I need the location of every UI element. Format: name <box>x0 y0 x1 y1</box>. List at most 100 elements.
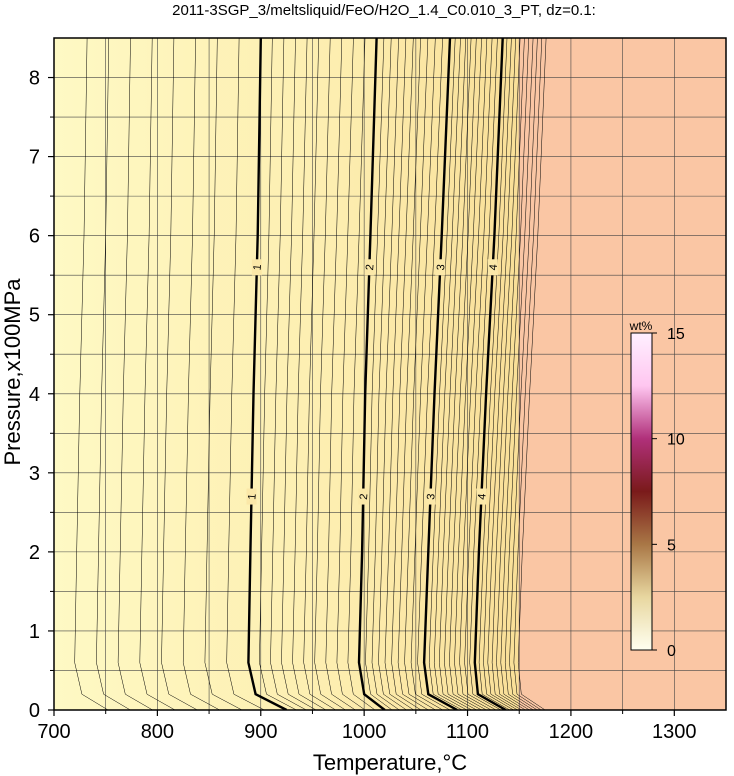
minor-contour <box>410 38 443 710</box>
minor-contour <box>161 38 198 710</box>
minor-contour <box>347 38 376 710</box>
chart-title: 2011-3SGP_3/meltsliquid/FeO/H2O_1.4_C0.0… <box>172 2 596 19</box>
contour-label-bg <box>425 488 436 505</box>
minor-contour <box>483 38 514 710</box>
colorbar-ramp <box>630 332 653 651</box>
y-tick-label: 4 <box>29 384 40 406</box>
contour-label-bg <box>246 488 257 505</box>
minor-contour <box>404 38 436 710</box>
minor-contour <box>491 38 522 710</box>
minor-contour <box>517 38 547 710</box>
minor-contour <box>371 38 400 710</box>
x-tick-label: 900 <box>244 721 277 743</box>
y-tick-label: 0 <box>29 700 40 722</box>
y-axis-label: Pressure,x100MPa <box>0 278 25 466</box>
x-axis-label: Temperature,°C <box>313 750 467 775</box>
major-contour-2 <box>357 38 386 710</box>
major-contours: 1 1 2 2 3 3 4 4 <box>246 38 507 710</box>
y-axis: 0 1 2 3 4 5 6 7 8 <box>29 68 54 722</box>
minor-contour <box>182 38 220 710</box>
minor-contour <box>226 38 265 710</box>
colorbar-tick-label: 15 <box>667 326 685 343</box>
contour-label-4: 4 <box>488 264 500 271</box>
minor-contour <box>449 38 482 710</box>
colorbar-tick-label: 10 <box>667 432 685 449</box>
plot-area: 1 1 2 2 3 3 4 4 <box>53 37 727 711</box>
major-contour-3 <box>422 38 458 710</box>
y-tick-label: 3 <box>29 463 40 485</box>
grid <box>54 38 726 710</box>
colorbar: wt% 0 5 10 15 <box>629 319 685 660</box>
minor-contour <box>439 38 472 710</box>
x-tick-label: 1000 <box>342 721 387 743</box>
minor-contour <box>96 38 131 710</box>
minor-contour <box>303 38 336 710</box>
contour-label-bg <box>487 259 498 276</box>
minor-contour <box>259 38 297 710</box>
y-tick-label: 1 <box>29 621 40 643</box>
contour-label-bg <box>251 259 262 276</box>
y-tick-label: 8 <box>29 68 40 90</box>
minor-contour <box>378 38 407 710</box>
minor-contour <box>336 38 366 710</box>
major-contour-1 <box>247 38 288 710</box>
minor-contour <box>469 38 502 710</box>
minor-contour <box>292 38 327 710</box>
y-tick-label: 2 <box>29 542 40 564</box>
colorbar-title: wt% <box>629 319 653 333</box>
minor-contour <box>281 38 317 710</box>
contour-label-1: 1 <box>246 493 258 500</box>
minor-contour <box>509 38 538 710</box>
x-axis: 700 800 900 1000 1100 1200 1300 <box>37 710 697 743</box>
minor-contour <box>270 38 307 710</box>
minor-contour <box>478 38 510 710</box>
minor-contour <box>139 38 176 710</box>
y-tick-label: 6 <box>29 226 40 248</box>
minor-contour <box>325 38 356 710</box>
contour-label-1: 1 <box>252 264 264 271</box>
x-tick-label: 700 <box>37 721 70 743</box>
minor-contour <box>428 38 463 710</box>
minor-contour <box>454 38 487 710</box>
x-tick-label: 800 <box>141 721 174 743</box>
y-tick-label: 7 <box>29 147 40 169</box>
x-tick-label: 1200 <box>549 721 594 743</box>
colorbar-tick-label: 0 <box>667 643 676 660</box>
minor-contours <box>74 38 547 710</box>
minor-contour <box>496 38 526 710</box>
plot-frame <box>53 37 727 711</box>
colorbar-ticks: 0 5 10 15 <box>652 326 685 660</box>
minor-contour <box>504 38 534 710</box>
minor-contour <box>444 38 477 710</box>
contour-label-3: 3 <box>425 493 437 500</box>
minor-contour <box>117 38 153 710</box>
minor-contour <box>513 38 543 710</box>
contour-label-2: 2 <box>358 493 370 500</box>
contour-fill <box>54 38 726 710</box>
contour-label-bg <box>364 259 375 276</box>
major-contour-4 <box>473 38 507 710</box>
minor-contour <box>417 38 451 710</box>
minor-contour <box>204 38 243 710</box>
colorbar-tick-label: 5 <box>667 537 676 554</box>
minor-contour <box>314 38 346 710</box>
contour-label-bg <box>435 259 446 276</box>
y-tick-label: 5 <box>29 305 40 327</box>
minor-contour <box>74 38 109 710</box>
minor-contour <box>500 38 530 710</box>
x-tick-label: 1100 <box>446 721 489 743</box>
minor-contour <box>391 38 422 710</box>
contour-label-3: 3 <box>435 264 447 271</box>
minor-contour <box>464 38 497 710</box>
x-tick-label: 1300 <box>652 721 697 743</box>
contour-label-bg <box>358 488 369 505</box>
minor-contour <box>397 38 429 710</box>
minor-contour <box>433 38 468 710</box>
contour-label-4: 4 <box>476 493 488 500</box>
minor-contour <box>365 38 393 710</box>
contour-label-2: 2 <box>364 264 376 271</box>
minor-contour <box>459 38 492 710</box>
minor-contour <box>487 38 518 710</box>
minor-contour <box>384 38 414 710</box>
